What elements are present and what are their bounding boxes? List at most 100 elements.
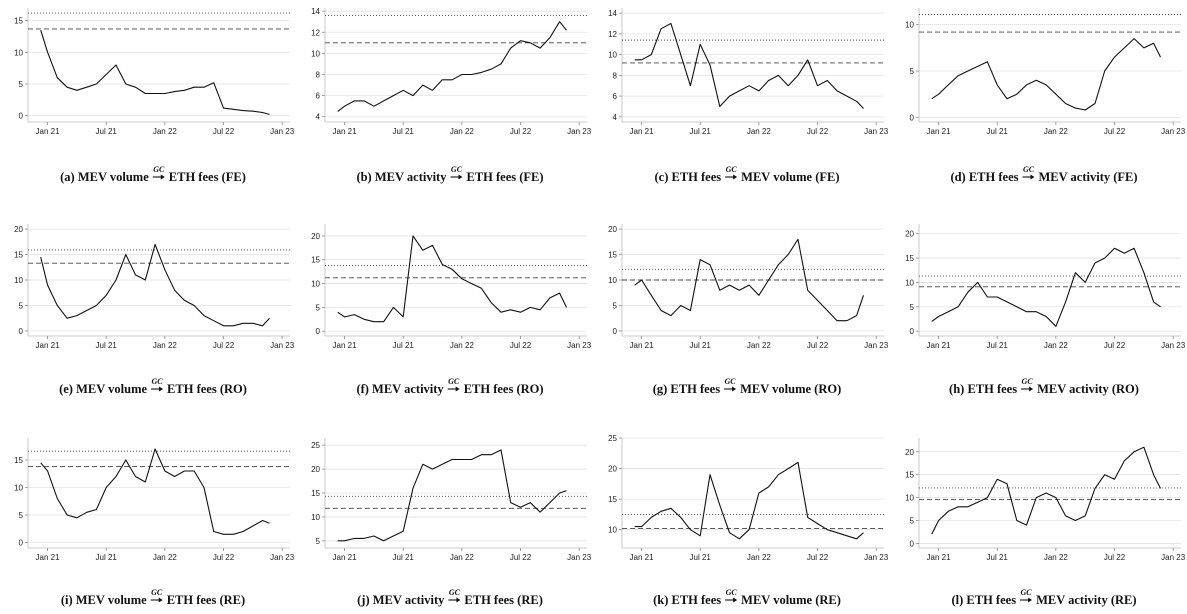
caption-end: MEV volume (RE) — [741, 593, 841, 607]
x-tick-label: Jan 21 — [927, 127, 952, 136]
x-tick-label: Jan 23 — [1161, 553, 1186, 562]
arrow-label: GC — [153, 165, 165, 174]
x-tick-label: Jan 21 — [333, 553, 358, 562]
x-tick-label: Jan 23 — [270, 341, 295, 350]
caption-arrow-head — [458, 174, 463, 180]
x-tick-label: Jan 23 — [864, 127, 889, 136]
x-tick-label: Jan 22 — [450, 553, 475, 562]
caption-end: ETH fees (FE) — [466, 170, 543, 184]
caption-start: (e) MEV volume — [59, 382, 147, 396]
x-tick-label: Jan 22 — [153, 341, 178, 350]
y-tick-label: 10 — [14, 484, 23, 493]
x-tick-label: Jul 22 — [807, 127, 829, 136]
y-tick-label: 20 — [311, 465, 320, 474]
y-tick-label: 10 — [311, 49, 320, 58]
caption-arrow-head — [733, 174, 738, 180]
y-tick-label: 0 — [910, 539, 915, 548]
x-tick-label: Jan 21 — [333, 127, 358, 136]
x-tick-label: Jan 23 — [1161, 341, 1186, 350]
y-tick-label: 14 — [608, 9, 617, 18]
caption-end: ETH fees (RE) — [464, 593, 542, 607]
arrow-label: GC — [151, 588, 163, 597]
x-tick-label: Jan 23 — [567, 127, 592, 136]
x-tick-label: Jan 21 — [36, 127, 61, 136]
caption-end: MEV volume (RO) — [740, 382, 841, 396]
x-tick-label: Jul 21 — [690, 553, 712, 562]
y-tick-label: 5 — [910, 67, 915, 76]
y-tick-label: 15 — [905, 471, 914, 480]
y-tick-label: 10 — [905, 278, 914, 287]
data-line — [931, 38, 1161, 111]
y-tick-label: 10 — [608, 51, 617, 60]
caption-arrow-head — [732, 386, 737, 392]
x-tick-label: Jan 23 — [864, 341, 889, 350]
y-tick-label: 15 — [14, 456, 23, 465]
data-line — [40, 30, 270, 115]
y-tick-label: 20 — [311, 232, 320, 241]
x-tick-label: Jan 22 — [1044, 553, 1069, 562]
y-tick-label: 15 — [14, 251, 23, 260]
caption-end: MEV activity (FE) — [1039, 170, 1138, 184]
x-tick-label: Jul 22 — [510, 127, 532, 136]
caption-end: ETH fees (FE) — [169, 170, 246, 184]
x-tick-label: Jul 21 — [96, 341, 118, 350]
data-line — [634, 461, 864, 540]
y-tick-label: 0 — [19, 539, 24, 548]
caption-start: (h) ETH fees — [949, 382, 1017, 396]
y-tick-label: 6 — [316, 92, 321, 101]
x-tick-label: Jan 23 — [270, 127, 295, 136]
caption-arrow-head — [456, 597, 461, 603]
y-tick-label: 10 — [311, 513, 320, 522]
y-tick-label: 25 — [608, 434, 617, 443]
caption-start: (c) ETH fees — [654, 170, 721, 184]
x-tick-label: Jul 21 — [987, 127, 1009, 136]
x-tick-label: Jul 22 — [213, 341, 235, 350]
arrow-label: GC — [1021, 588, 1033, 597]
x-tick-label: Jan 21 — [927, 341, 952, 350]
y-tick-label: 15 — [608, 251, 617, 260]
caption-arrow-head — [1029, 386, 1034, 392]
x-tick-label: Jan 22 — [153, 553, 178, 562]
x-tick-label: Jan 23 — [567, 341, 592, 350]
y-tick-label: 5 — [316, 537, 321, 546]
arrow-label: GC — [449, 588, 461, 597]
caption-start: (j) MEV activity — [357, 593, 445, 607]
x-tick-label: Jan 21 — [927, 553, 952, 562]
y-tick-label: 8 — [613, 71, 618, 80]
y-tick-label: 15 — [14, 17, 23, 26]
arrow-label: GC — [448, 377, 460, 386]
y-tick-label: 4 — [316, 113, 321, 122]
x-tick-label: Jan 22 — [747, 127, 772, 136]
x-tick-label: Jul 22 — [213, 127, 235, 136]
arrow-label: GC — [1022, 377, 1034, 386]
caption-start: (b) MEV activity — [356, 170, 447, 184]
arrow-label: GC — [726, 588, 738, 597]
y-tick-label: 8 — [316, 71, 321, 80]
caption-arrow-head — [1028, 597, 1033, 603]
x-tick-label: Jul 21 — [393, 553, 415, 562]
data-line — [40, 448, 270, 535]
caption-start: (a) MEV volume — [60, 170, 149, 184]
x-tick-label: Jul 22 — [510, 341, 532, 350]
arrow-label: GC — [725, 377, 737, 386]
y-tick-label: 10 — [14, 48, 23, 57]
caption-end: ETH fees (RE) — [167, 593, 245, 607]
x-tick-label: Jul 21 — [690, 127, 712, 136]
caption-arrow-head — [1030, 174, 1035, 180]
x-tick-label: Jul 21 — [690, 341, 712, 350]
x-tick-label: Jul 21 — [393, 127, 415, 136]
y-tick-label: 10 — [14, 276, 23, 285]
caption-end: MEV activity (RE) — [1036, 593, 1136, 607]
y-tick-label: 12 — [608, 30, 617, 39]
arrow-label: GC — [451, 165, 463, 174]
x-tick-label: Jul 21 — [987, 553, 1009, 562]
data-line — [931, 446, 1161, 535]
x-tick-label: Jan 21 — [630, 553, 655, 562]
caption-end: ETH fees (RO) — [167, 382, 247, 396]
y-tick-label: 5 — [910, 303, 915, 312]
y-tick-label: 0 — [19, 112, 24, 121]
y-tick-label: 20 — [608, 465, 617, 474]
y-tick-label: 20 — [905, 230, 914, 239]
y-tick-label: 0 — [910, 113, 915, 122]
